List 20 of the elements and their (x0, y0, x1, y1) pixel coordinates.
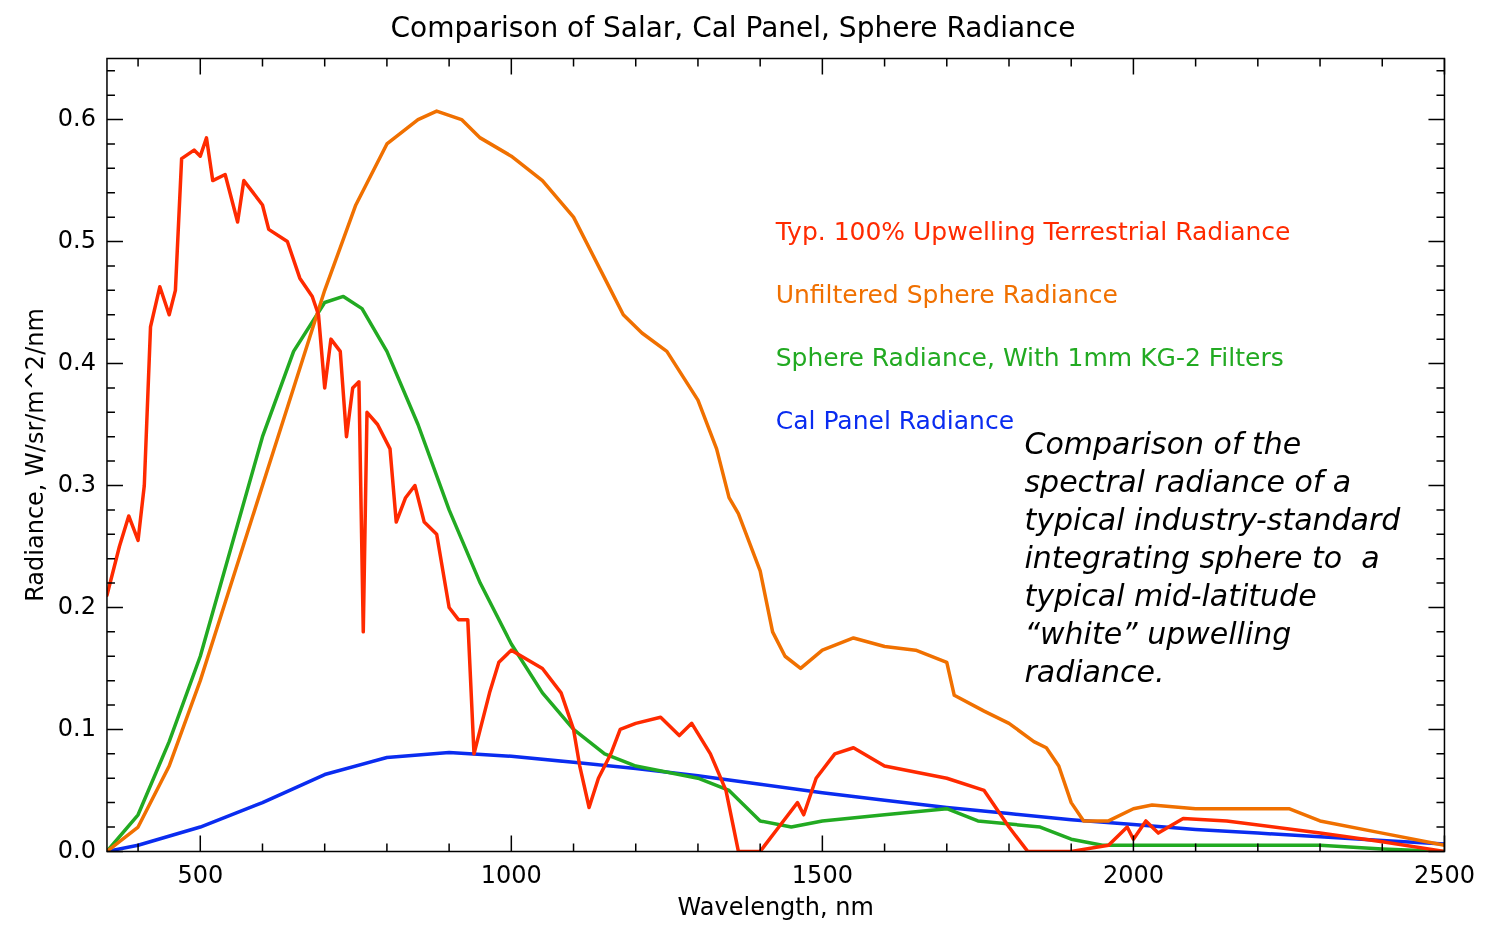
chart-title: Comparison of Salar, Cal Panel, Sphere Radiance (390, 11, 1076, 45)
y-axis-title: Radiance, W/sr/m^2/nm (20, 308, 49, 602)
text: Sphere Radiance, With 1mm KG-2 Filters (775, 342, 1284, 372)
y-tick-label: 0.4 (57, 347, 96, 376)
y-tick-label: 0.1 (57, 713, 96, 742)
x-tick-label: 500 (177, 861, 224, 890)
y-tick-label: 0.2 (57, 591, 96, 620)
x-tick-label: 2500 (1413, 861, 1475, 890)
x-tick-label: 1000 (480, 861, 542, 890)
y-tick-label: 0.0 (57, 835, 96, 864)
text: Unfiltered Sphere Radiance (775, 279, 1118, 309)
x-tick-label: 2000 (1102, 861, 1164, 890)
text: Cal Panel Radiance (775, 405, 1015, 435)
x-tick-label: 1500 (791, 861, 853, 890)
x-axis-title: Wavelength, nm (677, 892, 874, 921)
y-tick-label: 0.6 (57, 103, 96, 132)
y-tick-label: 0.3 (57, 469, 96, 498)
annotation: Comparison of the spectral radiance of a typical industry-standard integrating sphere to a typical mid-latitude “white” upwelling radiance. (1024, 426, 1402, 690)
y-tick-label: 0.5 (57, 225, 96, 254)
text: Typ. 100% Upwelling Terrestrial Radiance (774, 216, 1291, 246)
